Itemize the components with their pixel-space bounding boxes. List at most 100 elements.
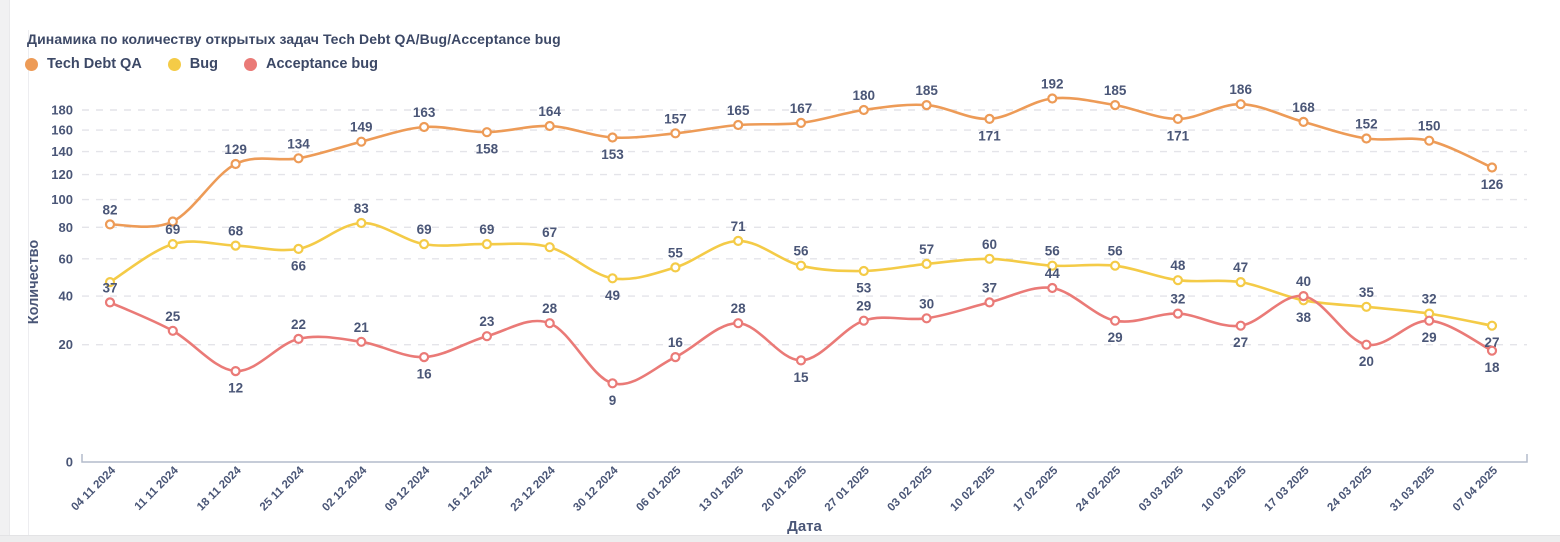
data-point-acceptance-bug[interactable] bbox=[607, 378, 618, 389]
legend-label: Tech Debt QA bbox=[47, 56, 142, 72]
data-point-acceptance-bug[interactable] bbox=[1298, 291, 1309, 302]
data-point-bug[interactable] bbox=[858, 265, 869, 277]
svg-text:03 03 2025: 03 03 2025 bbox=[1137, 464, 1187, 514]
point-label-acceptance-bug: 30 bbox=[919, 296, 934, 311]
data-point-bug[interactable] bbox=[984, 253, 995, 264]
data-point-bug[interactable] bbox=[356, 217, 367, 229]
data-point-acceptance-bug[interactable] bbox=[1486, 345, 1498, 356]
data-point-bug[interactable] bbox=[607, 273, 618, 284]
data-point-acceptance-bug[interactable] bbox=[104, 297, 116, 308]
data-point-tech-debt-qa[interactable] bbox=[1172, 113, 1184, 125]
data-point-bug[interactable] bbox=[419, 239, 430, 250]
x-tick-label: 07 04 2025 bbox=[1451, 464, 1501, 514]
data-point-tech-debt-qa[interactable] bbox=[607, 132, 618, 143]
data-point-acceptance-bug[interactable] bbox=[1047, 282, 1058, 294]
x-tick-label: 25 11 2024 bbox=[258, 464, 307, 513]
data-point-tech-debt-qa[interactable] bbox=[984, 113, 995, 125]
data-point-acceptance-bug[interactable] bbox=[1361, 339, 1372, 350]
data-point-tech-debt-qa[interactable] bbox=[544, 120, 555, 132]
data-point-bug[interactable] bbox=[293, 243, 304, 254]
data-point-acceptance-bug[interactable] bbox=[419, 352, 430, 363]
data-point-bug[interactable] bbox=[1047, 260, 1058, 271]
data-point-acceptance-bug[interactable] bbox=[921, 313, 932, 324]
data-point-tech-debt-qa[interactable] bbox=[1361, 133, 1372, 144]
point-label-tech-debt-qa: 163 bbox=[413, 105, 436, 120]
data-point-bug[interactable] bbox=[104, 277, 116, 288]
data-point-acceptance-bug[interactable] bbox=[481, 331, 492, 342]
data-point-acceptance-bug[interactable] bbox=[1172, 308, 1184, 319]
point-label-tech-debt-qa: 150 bbox=[1418, 119, 1441, 134]
x-tick-label: 13 01 2025 bbox=[697, 464, 747, 514]
data-point-tech-debt-qa[interactable] bbox=[1047, 93, 1058, 104]
data-point-acceptance-bug[interactable] bbox=[733, 318, 744, 329]
data-point-bug[interactable] bbox=[795, 260, 807, 271]
data-point-bug[interactable] bbox=[1172, 275, 1184, 286]
data-point-bug[interactable] bbox=[733, 235, 744, 246]
data-point-tech-debt-qa[interactable] bbox=[795, 117, 807, 129]
data-point-acceptance-bug[interactable] bbox=[544, 318, 555, 329]
data-point-acceptance-bug[interactable] bbox=[858, 315, 869, 326]
data-point-acceptance-bug[interactable] bbox=[230, 366, 241, 377]
data-point-bug[interactable] bbox=[1486, 320, 1498, 331]
legend-item-acceptance-bug[interactable]: Acceptance bug bbox=[243, 56, 378, 72]
x-tick-label: 02 12 2024 bbox=[320, 464, 370, 514]
data-point-bug[interactable] bbox=[670, 262, 681, 273]
data-point-acceptance-bug[interactable] bbox=[356, 336, 367, 347]
data-point-bug[interactable] bbox=[481, 239, 492, 250]
point-label-acceptance-bug: 44 bbox=[1045, 266, 1061, 281]
x-tick-label: 10 02 2025 bbox=[948, 464, 998, 514]
data-point-acceptance-bug[interactable] bbox=[1109, 315, 1121, 326]
svg-text:04 11 2024: 04 11 2024 bbox=[69, 464, 118, 513]
data-point-acceptance-bug[interactable] bbox=[1235, 320, 1246, 331]
data-point-tech-debt-qa[interactable] bbox=[167, 216, 178, 227]
card-left-border bbox=[28, 30, 29, 536]
data-point-tech-debt-qa[interactable] bbox=[481, 127, 492, 138]
data-point-bug[interactable] bbox=[544, 242, 555, 253]
point-label-bug: 49 bbox=[605, 288, 620, 303]
data-point-bug[interactable] bbox=[1361, 301, 1372, 312]
point-label-tech-debt-qa: 192 bbox=[1041, 77, 1064, 92]
data-point-tech-debt-qa[interactable] bbox=[104, 219, 116, 230]
y-tick-label: 180 bbox=[51, 103, 73, 118]
point-label-acceptance-bug: 9 bbox=[609, 393, 617, 408]
data-point-tech-debt-qa[interactable] bbox=[230, 158, 241, 170]
data-point-tech-debt-qa[interactable] bbox=[1486, 162, 1498, 173]
point-label-tech-debt-qa: 164 bbox=[538, 104, 561, 119]
data-point-tech-debt-qa[interactable] bbox=[733, 119, 744, 131]
data-point-tech-debt-qa[interactable] bbox=[419, 121, 430, 133]
data-point-tech-debt-qa[interactable] bbox=[921, 99, 932, 111]
point-label-tech-debt-qa: 129 bbox=[224, 142, 247, 157]
data-point-tech-debt-qa[interactable] bbox=[858, 104, 869, 116]
point-label-bug: 35 bbox=[1359, 285, 1375, 300]
data-point-acceptance-bug[interactable] bbox=[167, 325, 178, 336]
x-axis-line bbox=[81, 454, 1528, 463]
svg-text:10 02 2025: 10 02 2025 bbox=[948, 464, 998, 514]
point-label-bug: 57 bbox=[919, 242, 934, 257]
data-point-acceptance-bug[interactable] bbox=[670, 352, 681, 363]
legend-item-bug[interactable]: Bug bbox=[167, 56, 218, 72]
data-point-tech-debt-qa[interactable] bbox=[1424, 135, 1435, 146]
point-label-acceptance-bug: 29 bbox=[1108, 330, 1123, 345]
y-tick-label: 0 bbox=[66, 455, 73, 470]
data-point-tech-debt-qa[interactable] bbox=[1235, 99, 1246, 110]
data-point-acceptance-bug[interactable] bbox=[1424, 315, 1435, 326]
data-point-bug[interactable] bbox=[167, 239, 178, 250]
data-point-tech-debt-qa[interactable] bbox=[293, 153, 304, 164]
svg-text:30 12 2024: 30 12 2024 bbox=[571, 464, 621, 514]
point-label-tech-debt-qa: 157 bbox=[664, 111, 687, 126]
data-point-acceptance-bug[interactable] bbox=[984, 297, 995, 308]
data-point-bug[interactable] bbox=[1235, 277, 1246, 288]
data-point-acceptance-bug[interactable] bbox=[795, 355, 807, 366]
data-point-tech-debt-qa[interactable] bbox=[356, 136, 367, 147]
data-point-tech-debt-qa[interactable] bbox=[1298, 116, 1309, 128]
data-point-acceptance-bug[interactable] bbox=[293, 333, 304, 344]
data-point-tech-debt-qa[interactable] bbox=[670, 128, 681, 139]
bottom-edge-strip bbox=[0, 535, 1560, 542]
data-point-bug[interactable] bbox=[1109, 260, 1121, 271]
legend-item-tech-debt-qa[interactable]: Tech Debt QA bbox=[25, 56, 142, 72]
svg-text:13 01 2025: 13 01 2025 bbox=[697, 464, 747, 514]
point-label-tech-debt-qa: 180 bbox=[853, 88, 876, 103]
data-point-tech-debt-qa[interactable] bbox=[1109, 99, 1121, 111]
data-point-bug[interactable] bbox=[921, 258, 932, 269]
data-point-bug[interactable] bbox=[230, 240, 241, 251]
